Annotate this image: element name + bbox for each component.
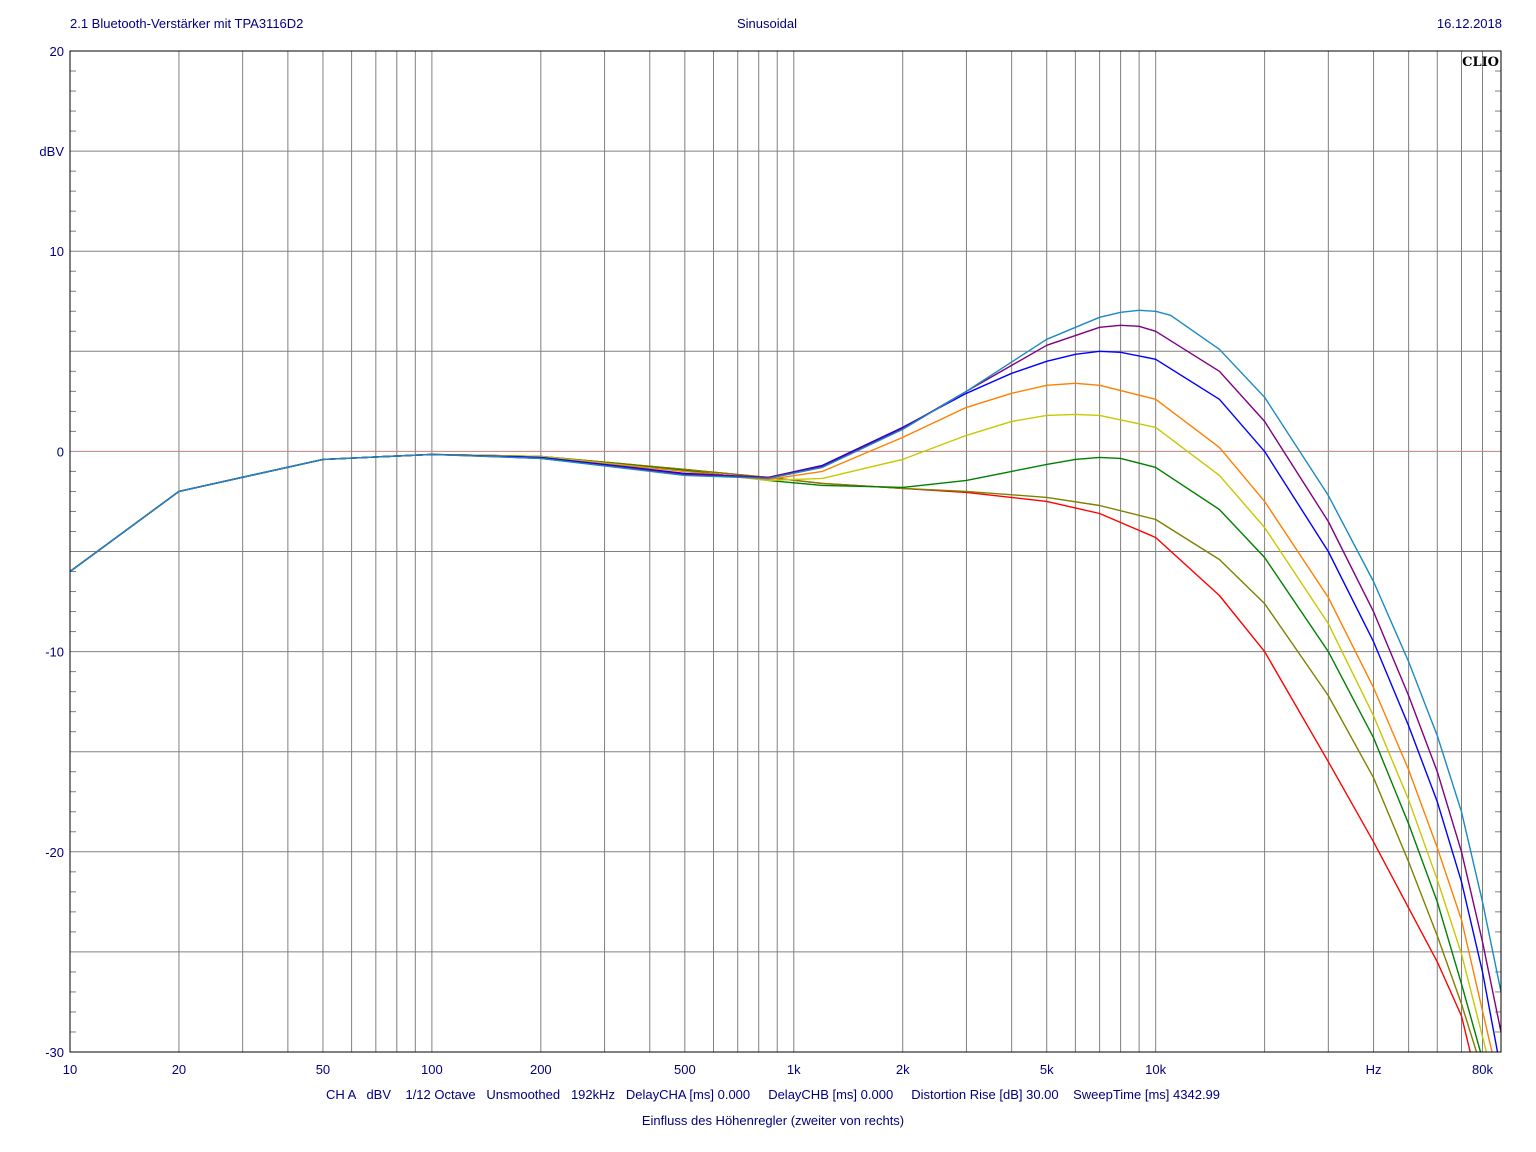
x-tick-label: 50 xyxy=(316,1062,330,1077)
measurement-settings: CH A dBV 1/12 Octave Unsmoothed 192kHz D… xyxy=(325,1087,1221,1102)
y-tick-labels: 20 10 0 -10 -20 -30 xyxy=(45,44,64,1060)
series-line-1 xyxy=(70,453,1471,1052)
x-tick-label: 5k xyxy=(1040,1062,1054,1077)
x-tick-label: 80k xyxy=(1472,1062,1493,1077)
series-line-6 xyxy=(70,350,1499,1052)
chart-caption: Einfluss des Höhenregler (zweiter von re… xyxy=(641,1113,905,1128)
y-axis-label: dBV xyxy=(39,144,64,159)
series-line-8 xyxy=(70,309,1501,993)
y-tick-label: -30 xyxy=(45,1045,64,1060)
x-tick-labels: 10 20 50 100 200 500 1k 2k 5k 10k 80k xyxy=(63,1062,1494,1077)
x-axis-unit-label: Hz xyxy=(1366,1062,1382,1077)
y-tick-label: -10 xyxy=(45,645,64,660)
chart-title: 2.1 Bluetooth-Verstärker mit TPA3116D2 xyxy=(70,16,304,31)
grid-minor xyxy=(70,70,1501,1033)
grid-major xyxy=(69,50,1502,1053)
x-tick-label: 10k xyxy=(1145,1062,1166,1077)
measurement-date: 16.12.2018 xyxy=(1436,16,1502,31)
x-tick-label: 20 xyxy=(172,1062,186,1077)
series-line-2 xyxy=(70,453,1478,1052)
series-layer xyxy=(70,309,1501,1052)
plot-frame xyxy=(69,50,1502,1053)
clio-logo: CLIO xyxy=(1462,55,1499,70)
measurement-type: Sinusoidal xyxy=(737,16,797,31)
y-tick-label: 20 xyxy=(50,44,64,59)
series-line-4 xyxy=(70,413,1488,1052)
y-tick-label: -20 xyxy=(45,845,64,860)
x-tick-label: 500 xyxy=(674,1062,696,1077)
y-tick-label: 0 xyxy=(57,444,64,459)
y-tick-label: 10 xyxy=(50,244,64,259)
series-line-3 xyxy=(70,453,1482,1052)
x-tick-label: 10 xyxy=(63,1062,77,1077)
x-tick-label: 1k xyxy=(787,1062,801,1077)
x-tick-label: 100 xyxy=(421,1062,443,1077)
x-tick-label: 200 xyxy=(530,1062,552,1077)
x-tick-label: 2k xyxy=(896,1062,910,1077)
